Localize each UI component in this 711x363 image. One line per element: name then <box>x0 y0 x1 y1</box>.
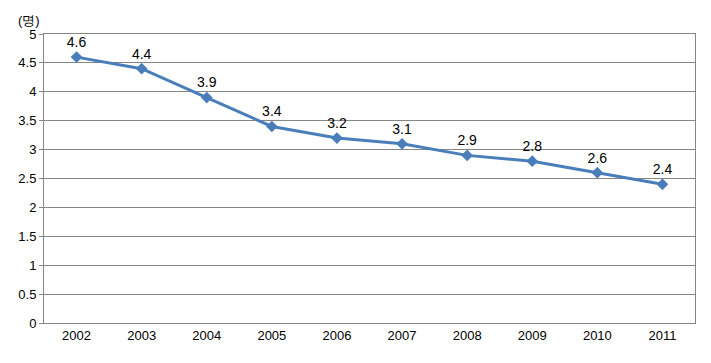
svg-text:2009: 2009 <box>518 328 547 343</box>
svg-text:3.1: 3.1 <box>392 121 412 137</box>
svg-text:2.4: 2.4 <box>653 161 673 177</box>
svg-text:5: 5 <box>29 27 36 42</box>
svg-text:4.4: 4.4 <box>132 46 152 62</box>
svg-text:3: 3 <box>29 142 36 157</box>
svg-text:3.9: 3.9 <box>197 74 217 90</box>
svg-text:2.5: 2.5 <box>18 171 36 186</box>
svg-text:0: 0 <box>29 316 36 331</box>
svg-text:2.8: 2.8 <box>523 138 543 154</box>
svg-text:2002: 2002 <box>62 328 91 343</box>
svg-text:0.5: 0.5 <box>18 287 36 302</box>
svg-text:2007: 2007 <box>388 328 417 343</box>
svg-text:3.4: 3.4 <box>262 103 282 119</box>
svg-text:2006: 2006 <box>322 328 351 343</box>
svg-text:3.2: 3.2 <box>327 115 347 131</box>
svg-text:3.5: 3.5 <box>18 113 36 128</box>
svg-text:2003: 2003 <box>127 328 156 343</box>
svg-text:2004: 2004 <box>192 328 221 343</box>
svg-text:2.6: 2.6 <box>588 150 608 166</box>
svg-text:4: 4 <box>29 84 36 99</box>
svg-text:1.5: 1.5 <box>18 229 36 244</box>
svg-text:2.9: 2.9 <box>457 132 477 148</box>
svg-text:2005: 2005 <box>257 328 286 343</box>
svg-text:2011: 2011 <box>648 328 676 343</box>
svg-text:4.5: 4.5 <box>18 55 36 70</box>
svg-text:2: 2 <box>29 200 36 215</box>
svg-text:4.6: 4.6 <box>67 34 87 50</box>
svg-text:2008: 2008 <box>453 328 482 343</box>
svg-text:(명): (명) <box>18 13 40 28</box>
svg-text:2010: 2010 <box>583 328 612 343</box>
svg-text:1: 1 <box>29 258 36 273</box>
